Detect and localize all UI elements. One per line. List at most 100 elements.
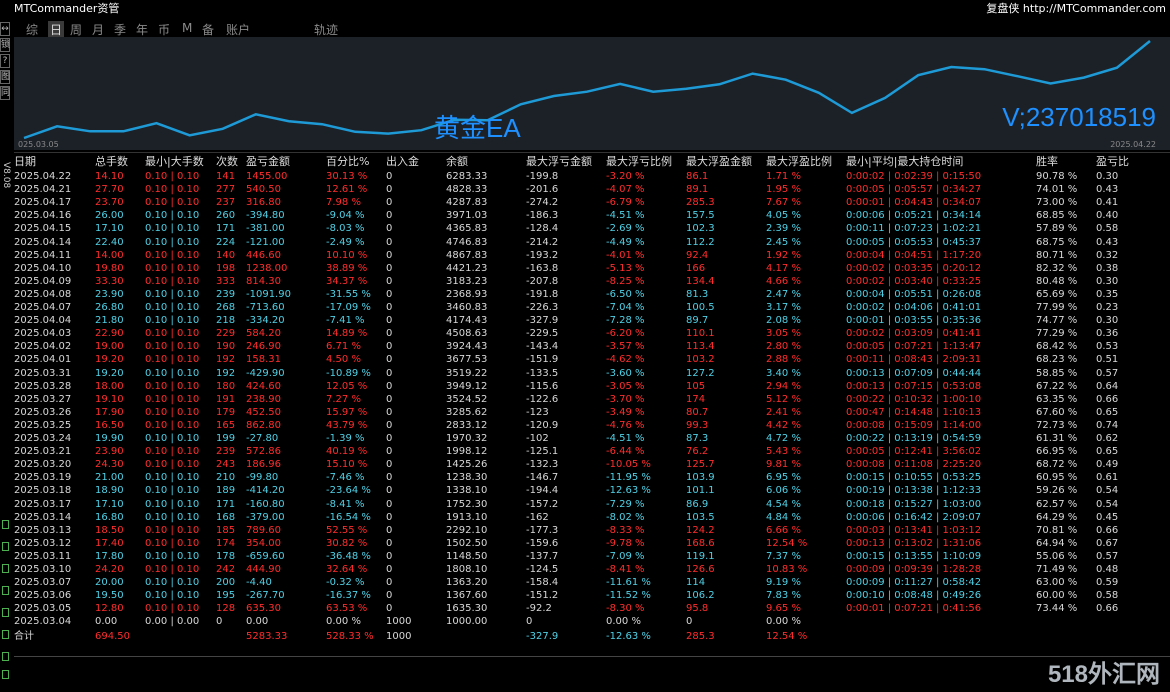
table-row[interactable]: 2025.04.14 22.40 0.10 | 0.10 224 -121.00 -2.4… — [0, 236, 1170, 249]
table-cell: 0:00:11 | 0:07:23 | 1:02:21 — [846, 223, 982, 235]
column-header[interactable]: 最大浮盈金额 — [686, 155, 752, 168]
left-tool-button[interactable]: 同 — [0, 86, 11, 100]
table-row[interactable]: 2025.04.15 17.10 0.10 | 0.10 171 -381.00 -8.0… — [0, 222, 1170, 235]
column-header[interactable]: 胜率 — [1036, 155, 1058, 168]
tab-1[interactable]: 日 — [48, 21, 65, 38]
table-cell: 68.75 % — [1036, 236, 1078, 248]
table-cell: 24.20 — [95, 564, 124, 575]
table-cell: 0 — [386, 380, 393, 392]
column-header[interactable]: 次数 — [216, 155, 238, 168]
table-row[interactable]: 2025.04.21 27.70 0.10 | 0.10 277 540.50 12.61… — [0, 183, 1170, 196]
table-cell: 0.66 — [1096, 524, 1119, 536]
table-row[interactable]: 2025.03.07 20.00 0.10 | 0.10 200 -4.40 -0.32 … — [0, 576, 1170, 589]
table-row[interactable]: 2025.03.04 0.00 0.00 | 0.00 0 0.00 0.00 % 1000… — [0, 615, 1170, 628]
table-cell: 103.9 — [686, 472, 715, 484]
left-tool-button[interactable]: ↔ — [0, 22, 10, 36]
site-link[interactable]: 复盘侠 http://MTCommander.com — [986, 2, 1166, 15]
table-cell: 73.44 % — [1036, 603, 1078, 615]
column-header[interactable]: 总手数 — [95, 155, 128, 168]
column-header[interactable]: 余额 — [446, 155, 468, 168]
table-row[interactable]: 2025.03.06 19.50 0.10 | 0.10 195 -267.70 -16.… — [0, 589, 1170, 602]
table-cell: 2025.03.26 — [14, 406, 72, 418]
column-header[interactable]: 盈亏比 — [1096, 155, 1129, 168]
table-cell: 2025.03.10 — [14, 564, 72, 575]
table-cell: 19.80 — [95, 262, 124, 274]
table-row[interactable]: 2025.04.04 21.80 0.10 | 0.10 218 -334.20 -7.4… — [0, 314, 1170, 327]
table-cell: 0 — [386, 511, 393, 523]
table-cell: 72.73 % — [1036, 419, 1078, 431]
table-cell: 0:00:05 | 0:07:21 | 1:13:47 — [846, 341, 982, 353]
table-row[interactable]: 2025.03.26 17.90 0.10 | 0.10 179 452.50 15.97… — [0, 406, 1170, 419]
column-header[interactable]: 最小|大手数 — [145, 155, 204, 168]
table-row[interactable]: 2025.03.11 17.80 0.10 | 0.10 178 -659.60 -36.… — [0, 550, 1170, 563]
table-row[interactable]: 2025.03.13 18.50 0.10 | 0.10 185 789.60 52.55… — [0, 524, 1170, 537]
table-row[interactable]: 2025.03.20 24.30 0.10 | 0.10 243 186.96 15.10… — [0, 458, 1170, 471]
table-cell: 5.12 % — [766, 393, 801, 405]
tab-2[interactable]: 周 — [70, 23, 83, 37]
column-header[interactable]: 最大浮盈比例 — [766, 155, 832, 168]
table-row[interactable]: 2025.03.24 19.90 0.10 | 0.10 199 -27.80 -1.39… — [0, 432, 1170, 445]
table-row[interactable]: 2025.03.18 18.90 0.10 | 0.10 189 -414.20 -23.… — [0, 484, 1170, 497]
tab-6[interactable]: 币 — [158, 23, 171, 37]
table-row[interactable]: 2025.04.22 14.10 0.10 | 0.10 141 1455.00 30.1… — [0, 170, 1170, 183]
table-row[interactable]: 2025.04.17 23.70 0.10 | 0.10 237 316.80 7.98 … — [0, 196, 1170, 209]
table-cell: 0.41 — [1096, 197, 1119, 209]
tab-0[interactable]: 综 — [26, 23, 39, 37]
table-cell: 2025.03.31 — [14, 367, 72, 379]
table-cell: 0.10 | 0.10 — [145, 328, 200, 340]
table-cell: 80.7 — [686, 406, 709, 418]
tab-5[interactable]: 年 — [136, 23, 149, 37]
column-header[interactable]: 最大浮亏比例 — [606, 155, 672, 168]
column-header[interactable]: 最小|平均|最大持仓时间 — [846, 155, 964, 168]
table-row[interactable]: 2025.03.14 16.80 0.10 | 0.10 168 -379.00 -16.… — [0, 511, 1170, 524]
table-cell: 158.31 — [246, 354, 281, 366]
table-row[interactable]: 2025.03.19 21.00 0.10 | 0.10 210 -99.80 -7.46… — [0, 471, 1170, 484]
column-header[interactable]: 盈亏金额 — [246, 155, 290, 168]
table-cell: -9.78 % — [606, 537, 645, 549]
table-cell: 12.80 — [95, 603, 124, 615]
column-header[interactable]: 最大浮亏金额 — [526, 155, 592, 168]
table-row[interactable]: 2025.04.08 23.90 0.10 | 0.10 239 -1091.90 -31… — [0, 288, 1170, 301]
left-tool-button[interactable]: ? — [0, 54, 10, 68]
table-cell: -7.28 % — [606, 315, 645, 327]
table-row[interactable]: 2025.04.10 19.80 0.10 | 0.10 198 1238.00 38.8… — [0, 262, 1170, 275]
column-header[interactable]: 百分比% — [326, 155, 370, 168]
table-row[interactable]: 2025.04.09 33.30 0.10 | 0.10 333 814.30 34.37… — [0, 275, 1170, 288]
left-tool-button[interactable]: 锁 — [0, 38, 11, 52]
table-row[interactable]: 2025.03.25 16.50 0.10 | 0.10 165 862.80 43.79… — [0, 419, 1170, 432]
table-row[interactable]: 2025.03.17 17.10 0.10 | 0.10 171 -160.80 -8.4… — [0, 498, 1170, 511]
table-row[interactable]: 2025.03.10 24.20 0.10 | 0.10 242 444.90 32.64… — [0, 563, 1170, 576]
table-cell: 2025.03.14 — [14, 511, 72, 523]
tab-8[interactable]: 备 — [202, 23, 215, 37]
table-cell: 2025.03.19 — [14, 472, 72, 484]
table-row[interactable]: 2025.03.28 18.00 0.10 | 0.10 180 424.60 12.05… — [0, 380, 1170, 393]
table-cell: 168 — [216, 511, 236, 523]
table-cell: 3949.12 — [446, 380, 488, 392]
tab-3[interactable]: 月 — [92, 23, 105, 37]
table-cell: 3.17 % — [766, 302, 801, 313]
table-row[interactable]: 2025.04.02 19.00 0.10 | 0.10 190 246.90 6.71 … — [0, 340, 1170, 353]
table-cell: 140 — [216, 249, 236, 261]
column-header[interactable]: 日期 — [14, 155, 36, 168]
table-row[interactable]: 2025.04.03 22.90 0.10 | 0.10 229 584.20 14.89… — [0, 327, 1170, 340]
tab-7[interactable]: M — [182, 21, 193, 35]
table-row[interactable]: 2025.03.27 19.10 0.10 | 0.10 191 238.90 7.27 … — [0, 393, 1170, 406]
column-header[interactable]: 出入金 — [386, 155, 419, 168]
table-row[interactable]: 2025.03.05 12.80 0.10 | 0.10 128 635.30 63.53… — [0, 602, 1170, 615]
table-row[interactable]: 2025.03.12 17.40 0.10 | 0.10 174 354.00 30.82… — [0, 537, 1170, 550]
tab-4[interactable]: 季 — [114, 23, 127, 37]
table-row[interactable]: 2025.04.11 14.00 0.10 | 0.10 140 446.60 10.10… — [0, 249, 1170, 262]
tab-9[interactable]: 账户 — [226, 23, 251, 37]
table-cell: 3677.53 — [446, 354, 488, 366]
table-cell: 0.10 | 0.10 — [145, 498, 200, 510]
table-row[interactable]: 2025.04.07 26.80 0.10 | 0.10 268 -713.60 -17.… — [0, 301, 1170, 314]
table-row[interactable]: 2025.04.16 26.00 0.10 | 0.10 260 -394.80 -9.0… — [0, 209, 1170, 222]
table-cell: 0 — [386, 459, 393, 471]
left-tool-button[interactable]: 图 — [0, 70, 11, 84]
table-row[interactable]: 2025.04.01 19.20 0.10 | 0.10 192 158.31 4.50 … — [0, 353, 1170, 366]
table-row[interactable]: 2025.03.31 19.20 0.10 | 0.10 192 -429.90 -10.… — [0, 367, 1170, 380]
table-row[interactable]: 2025.03.21 23.90 0.10 | 0.10 239 572.86 40.19… — [0, 445, 1170, 458]
table-cell: 18.00 — [95, 380, 124, 392]
tab-10[interactable]: 轨迹 — [314, 23, 339, 37]
table-cell: 4.50 % — [326, 354, 361, 366]
